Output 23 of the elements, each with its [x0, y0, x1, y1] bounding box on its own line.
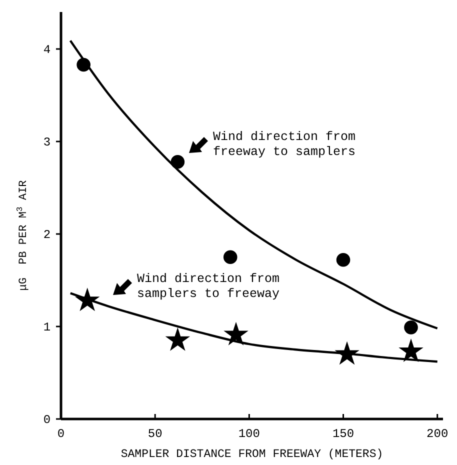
y-tick-label: 3 [43, 136, 51, 150]
y-tick-label: 4 [43, 43, 51, 58]
x-tick-label: 100 [238, 427, 260, 441]
point [398, 338, 424, 362]
x-tick-label: 200 [426, 427, 448, 441]
point [165, 327, 190, 351]
point [74, 288, 100, 312]
x-tick-label: 150 [332, 427, 354, 441]
x-axis-title: SAMPLER DISTANCE FROM FREEWAY (METERS) [120, 448, 384, 461]
annotation: Wind direction from freeway to samplers [213, 130, 356, 159]
point [223, 250, 238, 264]
y-tick-label: 1 [43, 320, 51, 335]
y-tick-label: 2 [43, 228, 51, 242]
point [404, 320, 418, 334]
point [170, 154, 185, 169]
point [334, 341, 360, 365]
point [76, 58, 90, 72]
annotation: Wind direction from samplers to freeway [137, 272, 280, 301]
point [224, 322, 248, 346]
point [336, 253, 350, 267]
y-tick-label: 0 [43, 413, 51, 428]
x-tick-label: 0 [57, 427, 65, 441]
x-tick-label: 50 [148, 427, 162, 441]
